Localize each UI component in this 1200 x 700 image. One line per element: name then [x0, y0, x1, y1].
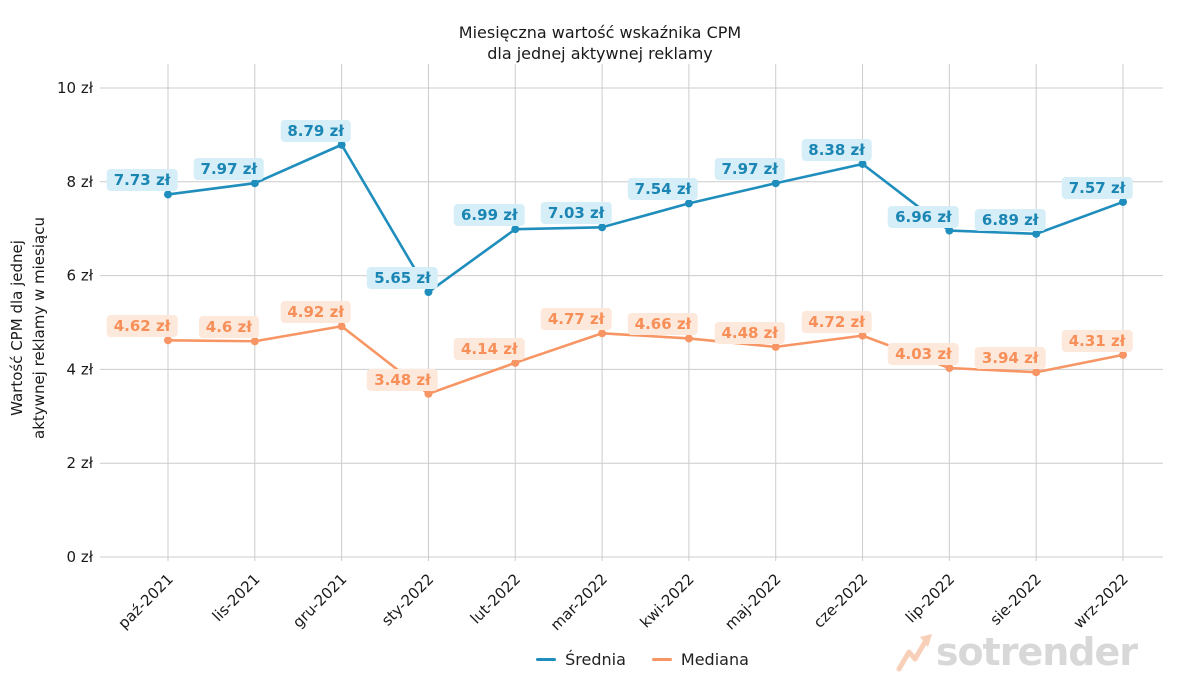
- legend-label-srednia: Średnia: [565, 650, 626, 669]
- data-point-srednia: [771, 179, 780, 188]
- legend-swatch-mediana: [651, 658, 672, 661]
- watermark: sotrender: [895, 630, 1138, 674]
- watermark-text: sotrender: [935, 630, 1138, 674]
- y-tick-label: 6 zł: [67, 267, 94, 285]
- series-line-srednia: [166, 143, 1125, 294]
- x-tick-label: lut-2022: [467, 570, 524, 627]
- x-tick-label: sie-2022: [986, 570, 1045, 629]
- data-point-srednia: [1119, 197, 1127, 206]
- data-point-srednia: [945, 226, 954, 235]
- data-point-srednia: [337, 140, 346, 149]
- x-tick-label: mar-2022: [547, 570, 611, 634]
- x-tick-label: cze-2022: [810, 570, 871, 631]
- data-point-srednia: [684, 199, 693, 208]
- x-tick-label: sty-2022: [378, 570, 437, 629]
- y-tick-label: 0 zł: [67, 548, 94, 566]
- data-point-mediana: [424, 389, 433, 398]
- legend-swatch-srednia: [536, 658, 557, 661]
- y-tick-label: 8 zł: [67, 173, 94, 191]
- data-point-srednia: [858, 159, 867, 168]
- data-point-srednia: [250, 179, 259, 188]
- y-tick-label: 10 zł: [57, 79, 94, 97]
- trend-arrow-path: [896, 639, 928, 672]
- x-tick-label: paź-2021: [114, 570, 176, 632]
- legend: Średnia Mediana: [85, 650, 1200, 669]
- x-tick-label: lis-2021: [209, 570, 264, 625]
- x-tick-label: lip-2022: [902, 570, 958, 626]
- data-point-mediana: [511, 358, 520, 367]
- legend-item-srednia[interactable]: Średnia: [536, 650, 626, 669]
- legend-label-mediana: Mediana: [680, 650, 749, 669]
- data-point-srednia: [511, 225, 520, 234]
- legend-item-mediana[interactable]: Mediana: [651, 650, 749, 669]
- data-point-mediana: [771, 342, 780, 351]
- data-point-srednia: [164, 190, 172, 199]
- x-tick-label: wrz-2022: [1070, 570, 1132, 632]
- data-point-mediana: [945, 363, 954, 372]
- y-axis-title-line1: Wartość CPM dla jednej: [8, 240, 26, 416]
- data-point-srednia: [424, 288, 433, 297]
- data-point-srednia: [598, 223, 607, 232]
- trend-arrow-icon: [896, 634, 932, 672]
- data-point-mediana: [684, 334, 693, 343]
- chart-title: Miesięczna wartość wskaźnika CPM dla jed…: [0, 22, 1200, 64]
- y-axis-title-line2: aktywnej reklamy w miesiącu: [30, 217, 48, 439]
- trend-arrow-head: [919, 634, 932, 647]
- y-tick-label: 2 zł: [67, 454, 94, 472]
- x-tick-label: gru-2021: [289, 570, 350, 631]
- chart-title-line2: dla jednej aktywnej reklamy: [487, 44, 713, 63]
- data-point-mediana: [164, 336, 172, 345]
- data-point-srednia: [1032, 229, 1041, 238]
- data-point-mediana: [250, 337, 259, 346]
- x-tick-label: kwi-2022: [636, 570, 697, 631]
- data-point-mediana: [858, 331, 867, 340]
- data-point-mediana: [598, 329, 607, 338]
- x-tick-label: maj-2022: [721, 570, 784, 633]
- chart-title-line1: Miesięczna wartość wskaźnika CPM: [458, 23, 742, 42]
- data-point-mediana: [1119, 350, 1127, 359]
- data-point-mediana: [1032, 368, 1041, 377]
- series-line-mediana: [166, 324, 1125, 396]
- data-point-mediana: [337, 322, 346, 331]
- y-tick-label: 4 zł: [67, 360, 94, 378]
